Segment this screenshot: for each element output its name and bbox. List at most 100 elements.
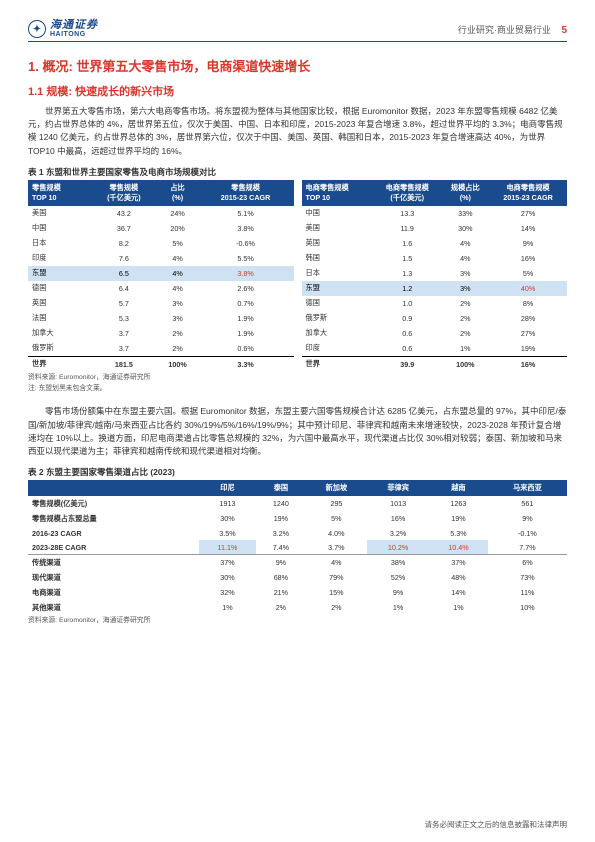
table-cell: 181.5: [90, 356, 157, 372]
table-cell: 1%: [429, 600, 488, 615]
table-cell: 5%: [489, 266, 567, 281]
table-cell: 52%: [367, 570, 429, 585]
col-header: [28, 480, 199, 496]
table-row: 印度0.61%19%: [302, 341, 568, 357]
table-cell: 3%: [441, 281, 489, 296]
table-total-row: 世界39.9100%16%: [302, 356, 568, 372]
table-cell: 3.8%: [198, 266, 294, 281]
table-cell: 561: [488, 496, 567, 511]
table-cell: 33%: [441, 206, 489, 221]
table-cell: 37%: [199, 555, 257, 571]
table-cell: 19%: [256, 511, 305, 526]
table-cell: 5%: [157, 236, 197, 251]
table-cell: 2%: [157, 326, 197, 341]
table-cell: 11%: [488, 585, 567, 600]
table-cell: 16%: [489, 356, 567, 372]
table-cell: 1.2: [373, 281, 442, 296]
col-header: 电商零售规模2015-23 CAGR: [489, 180, 567, 206]
paragraph-1: 世界第五大零售市场，第六大电商零售市场。将东盟视为整体与其他国家比较，根据 Eu…: [28, 105, 567, 158]
table-cell: 1240: [256, 496, 305, 511]
table-cell: 9%: [367, 585, 429, 600]
table-cell: 14%: [489, 221, 567, 236]
table-cell: 2.6%: [198, 281, 294, 296]
table-cell: 韩国: [302, 251, 373, 266]
table-cell: 英国: [302, 236, 373, 251]
table-row: 传统渠道37%9%4%38%37%6%: [28, 555, 567, 571]
table-row: 德国1.02%8%: [302, 296, 568, 311]
table-row: 加拿大3.72%1.9%: [28, 326, 294, 341]
table-cell: 19%: [429, 511, 488, 526]
table-cell: 4%: [157, 281, 197, 296]
table-cell: 13.3: [373, 206, 442, 221]
table-cell: 7.6: [90, 251, 157, 266]
table-cell: 5%: [306, 511, 368, 526]
table-row: 中国13.333%27%: [302, 206, 568, 221]
table-row: 法国5.33%1.9%: [28, 311, 294, 326]
table-cell: 3.2%: [367, 526, 429, 540]
table-cell: 5.3%: [429, 526, 488, 540]
table-cell: 3.7: [90, 341, 157, 357]
table-cell: 电商渠道: [28, 585, 199, 600]
table-cell: 10%: [488, 600, 567, 615]
col-header: 零售规模TOP 10: [28, 180, 90, 206]
col-header: 马来西亚: [488, 480, 567, 496]
table-cell: 4%: [306, 555, 368, 571]
table-row: 加拿大0.62%27%: [302, 326, 568, 341]
table-cell: 32%: [199, 585, 257, 600]
table-cell: 11.9: [373, 221, 442, 236]
page-number: 5: [561, 25, 567, 36]
table-cell: 28%: [489, 311, 567, 326]
table-cell: 1.0: [373, 296, 442, 311]
table-cell: 印度: [302, 341, 373, 357]
table-cell: 美国: [302, 221, 373, 236]
table-cell: 68%: [256, 570, 305, 585]
table-row: 韩国1.54%16%: [302, 251, 568, 266]
table-cell: 2%: [306, 600, 368, 615]
table-cell: 世界: [302, 356, 373, 372]
table-cell: 0.6: [373, 326, 442, 341]
table-cell: 3.8%: [198, 221, 294, 236]
table-cell: 加拿大: [28, 326, 90, 341]
table-cell: 3.7: [90, 326, 157, 341]
table-cell: 6.5: [90, 266, 157, 281]
table-cell: 14%: [429, 585, 488, 600]
col-header: 新加坡: [306, 480, 368, 496]
table-cell: 0.6%: [198, 341, 294, 357]
col-header: 零售规模(千亿美元): [90, 180, 157, 206]
table-cell: 美国: [28, 206, 90, 221]
table-cell: 39.9: [373, 356, 442, 372]
section-heading-1-1: 1.1 规模: 快速成长的新兴市场: [28, 83, 567, 99]
header-category: 行业研究·商业贸易行业: [458, 25, 551, 35]
page-header: ✦ 海通证券 HAITONG 行业研究·商业贸易行业 5: [28, 20, 567, 42]
table-2-source: 资料来源: Euromonitor，海通证券研究所: [28, 617, 567, 626]
table-cell: 6.4: [90, 281, 157, 296]
table-cell: 2%: [441, 296, 489, 311]
table-cell: 48%: [429, 570, 488, 585]
table-cell: 3.5%: [199, 526, 257, 540]
table-total-row: 世界181.5100%3.3%: [28, 356, 294, 372]
table-cell: 0.6: [373, 341, 442, 357]
table-cell: 8%: [489, 296, 567, 311]
table-cell: 10.4%: [429, 540, 488, 555]
table-cell: 100%: [157, 356, 197, 372]
table-row: 零售规模占东盟总量30%19%5%16%19%9%: [28, 511, 567, 526]
table-cell: 印度: [28, 251, 90, 266]
table-cell: 4.0%: [306, 526, 368, 540]
table-row: 电商渠道32%21%15%9%14%11%: [28, 585, 567, 600]
table-cell: 2%: [157, 341, 197, 357]
table-cell: 3%: [441, 266, 489, 281]
table-cell: 日本: [302, 266, 373, 281]
table-cell: 传统渠道: [28, 555, 199, 571]
table-cell: 3.2%: [256, 526, 305, 540]
table-cell: 3%: [157, 311, 197, 326]
table-cell: 37%: [429, 555, 488, 571]
col-header: 零售规模2015-23 CAGR: [198, 180, 294, 206]
table-cell: 43.2: [90, 206, 157, 221]
paragraph-2: 零售市场份额集中在东盟主要六国。根据 Euromonitor 数据，东盟主要六国…: [28, 405, 567, 458]
table-cell: 2%: [441, 326, 489, 341]
table-cell: 俄罗斯: [28, 341, 90, 357]
table-row: 零售规模(亿美元)1913124029510131263561: [28, 496, 567, 511]
table-cell: 1.5: [373, 251, 442, 266]
table-cell: 现代渠道: [28, 570, 199, 585]
table-cell: 4%: [157, 251, 197, 266]
